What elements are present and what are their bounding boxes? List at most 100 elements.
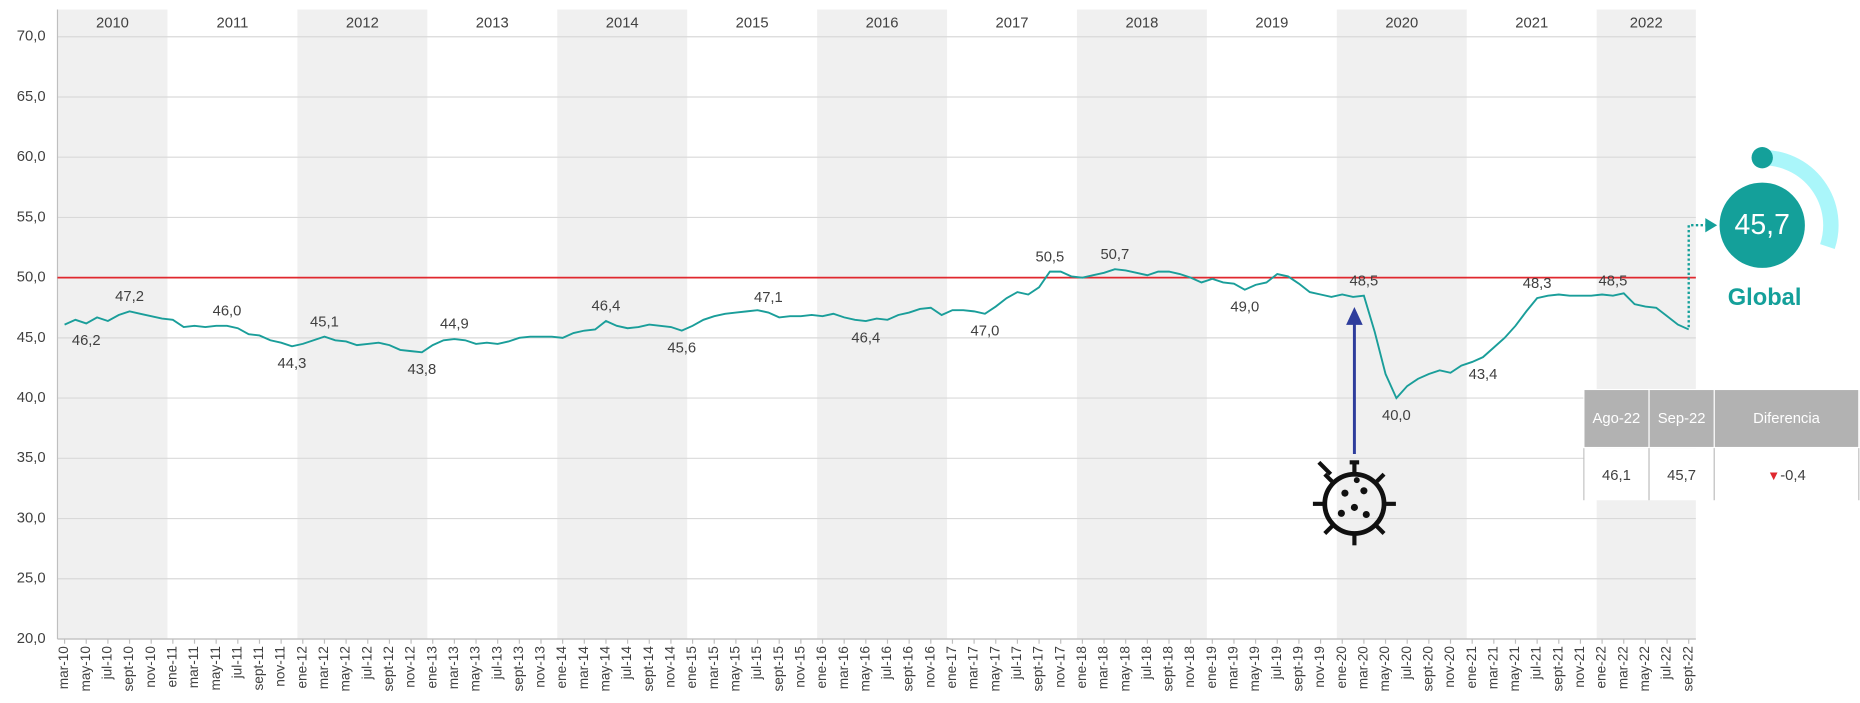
data-label: 48,5: [1599, 273, 1628, 289]
gauge-value: 45,7: [1735, 209, 1790, 241]
summary-table: Ago-22 Sep-22 Diferencia 46,1 45,7 ▼-0,4: [1583, 388, 1860, 501]
x-tick-label: mar-21: [1485, 646, 1500, 689]
x-tick-label: may-13: [468, 646, 483, 691]
x-tick-label: nov-14: [663, 646, 678, 688]
x-tick-label: jul-10: [99, 646, 114, 681]
table-header: Sep-22: [1648, 388, 1715, 449]
table-cell: 45,7: [1648, 446, 1715, 501]
data-label: 43,4: [1469, 367, 1498, 383]
x-tick-label: mar-20: [1355, 646, 1370, 690]
year-band: [557, 9, 688, 639]
year-label: 2017: [996, 16, 1029, 32]
x-tick-label: nov-15: [792, 646, 807, 688]
x-tick-label: sept-10: [121, 646, 136, 692]
x-tick-label: jul-20: [1399, 646, 1414, 681]
y-tick-label: 35,0: [17, 450, 46, 466]
x-tick-label: may-12: [338, 646, 353, 691]
x-tick-label: nov-20: [1442, 646, 1457, 688]
data-label: 47,0: [971, 323, 1000, 339]
x-tick-label: mar-17: [966, 646, 981, 689]
year-label: 2015: [736, 16, 769, 32]
x-tick-label: may-20: [1377, 646, 1392, 692]
data-label: 44,9: [440, 317, 469, 333]
x-tick-label: mar-22: [1615, 646, 1630, 689]
summary-table-frame: Ago-22 Sep-22 Diferencia 46,1 45,7 ▼-0,4: [1583, 388, 1860, 501]
year-band: [1596, 9, 1696, 639]
year-label: 2012: [346, 16, 379, 32]
year-label: 2014: [606, 16, 639, 32]
data-label: 46,0: [213, 304, 242, 320]
data-label: 50,5: [1035, 249, 1064, 265]
arrow-head: [1346, 307, 1363, 325]
x-tick-label: nov-10: [143, 646, 158, 688]
x-tick-label: nov-12: [403, 646, 418, 688]
data-label: 50,7: [1100, 247, 1129, 263]
x-tick-label: sept-11: [251, 646, 266, 690]
year-label: 2016: [866, 16, 899, 32]
year-label: 2019: [1255, 16, 1288, 32]
year-label: 2018: [1125, 16, 1158, 32]
x-tick-label: ene-19: [1204, 646, 1219, 688]
x-tick-label: may-21: [1507, 646, 1522, 691]
down-icon: ▼: [1767, 468, 1781, 484]
y-tick-label: 65,0: [17, 89, 46, 105]
x-tick-label: mar-15: [706, 646, 721, 689]
x-tick-label: nov-16: [922, 646, 937, 688]
y-tick-label: 25,0: [17, 571, 46, 587]
x-tick-label: ene-11: [164, 646, 179, 687]
x-tick-label: may-19: [1247, 646, 1262, 691]
x-tick-label: ene-17: [944, 646, 959, 688]
x-tick-label: ene-21: [1464, 646, 1479, 688]
data-label: 44,3: [278, 356, 307, 372]
table-cell: -0,4: [1780, 466, 1806, 484]
gauge-circle: [1719, 182, 1805, 268]
y-tick-label: 50,0: [17, 270, 46, 286]
year-label: 2020: [1385, 16, 1418, 32]
x-tick-label: jul-14: [619, 646, 634, 681]
series: [57, 268, 1696, 400]
x-tick-label: mar-10: [56, 646, 71, 690]
x-tick-label: mar-19: [1226, 646, 1241, 689]
year-band: [817, 9, 948, 639]
year-label: 2022: [1630, 16, 1663, 32]
data-label: 47,1: [754, 290, 783, 306]
x-tick-label: mar-11: [186, 646, 201, 688]
x-tick-label: ene-15: [684, 646, 699, 688]
y-tick-label: 45,0: [17, 330, 46, 346]
y-tick-label: 30,0: [17, 510, 46, 526]
x-tick-label: nov-13: [533, 646, 548, 688]
x-tick-label: sept-13: [511, 646, 526, 691]
gauge-label: Global: [1728, 285, 1802, 311]
year-bands: [57, 9, 1696, 639]
connector: [1687, 224, 1708, 328]
connector-head: [1705, 218, 1718, 233]
series-line: [64, 268, 1690, 400]
table-header: Diferencia: [1713, 388, 1860, 449]
y-tick-label: 20,0: [17, 631, 46, 647]
data-label: 49,0: [1230, 299, 1259, 315]
x-tick-label: mar-13: [446, 646, 461, 689]
x-tick-label: nov-11: [273, 646, 288, 687]
x-tick-label: ene-20: [1334, 646, 1349, 689]
data-label: 46,4: [592, 299, 621, 315]
year-band: [57, 9, 168, 639]
x-tick-label: sept-20: [1420, 646, 1435, 692]
x-tick-label: jul-13: [489, 646, 504, 680]
x-tick-label: jul-19: [1269, 646, 1284, 680]
x-tick-label: sept-21: [1550, 646, 1565, 691]
x-tick-label: jul-22: [1659, 646, 1674, 680]
year-label: 2021: [1515, 16, 1548, 32]
x-tick-label: sept-16: [901, 646, 916, 691]
labels: 2010 2011 2012 2013 2014 2015 2016 2017 2018 2019…: [17, 16, 1696, 692]
x-tick-label: mar-16: [836, 646, 851, 689]
year-label: 2011: [216, 16, 248, 32]
gauge-dot: [1751, 147, 1773, 169]
data-label: 43,8: [407, 362, 436, 378]
x-tick-label: mar-14: [576, 646, 591, 690]
x-tick-label: nov-21: [1572, 646, 1587, 688]
y-tick-label: 55,0: [17, 209, 46, 225]
x-tick-label: jul-18: [1139, 646, 1154, 680]
x-tick-label: ene-18: [1074, 646, 1089, 688]
x-tick-label: jul-16: [879, 646, 894, 680]
data-label: 46,2: [72, 333, 101, 349]
